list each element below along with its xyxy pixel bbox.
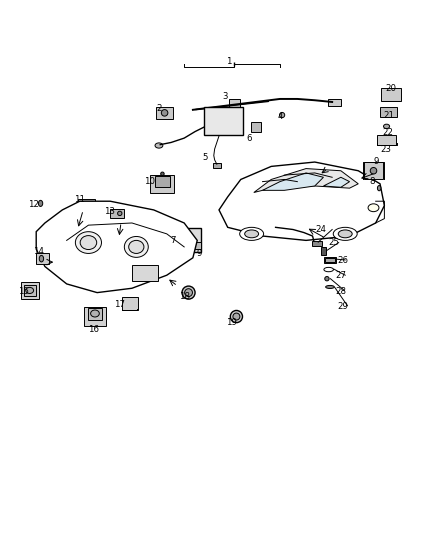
Ellipse shape — [170, 243, 177, 251]
Text: 19: 19 — [226, 318, 237, 327]
Bar — [155, 176, 170, 187]
Text: 26: 26 — [337, 256, 348, 265]
Ellipse shape — [325, 277, 329, 281]
Bar — [325, 258, 335, 262]
Ellipse shape — [338, 230, 352, 238]
Bar — [78, 199, 95, 209]
Ellipse shape — [240, 228, 264, 240]
Bar — [156, 107, 173, 119]
Text: 9: 9 — [373, 157, 378, 166]
Bar — [170, 234, 190, 251]
Ellipse shape — [378, 185, 381, 191]
Ellipse shape — [75, 232, 102, 254]
Text: 23: 23 — [380, 146, 391, 155]
Ellipse shape — [161, 172, 164, 175]
Bar — [377, 135, 396, 145]
Ellipse shape — [223, 116, 228, 120]
Text: 27: 27 — [336, 271, 346, 280]
Text: 25: 25 — [328, 238, 340, 247]
Bar — [312, 240, 322, 246]
Text: 21: 21 — [384, 110, 395, 119]
Bar — [132, 265, 158, 281]
Text: 18: 18 — [179, 292, 190, 301]
Bar — [324, 257, 336, 263]
Bar — [110, 208, 124, 218]
Text: 2: 2 — [156, 104, 161, 114]
Bar — [381, 107, 397, 117]
Bar — [229, 99, 240, 107]
Bar — [168, 229, 201, 252]
Text: 8: 8 — [369, 177, 374, 186]
Bar — [121, 297, 138, 310]
Polygon shape — [323, 177, 350, 187]
Text: 16: 16 — [88, 325, 99, 334]
Text: 17: 17 — [114, 300, 125, 309]
Text: 11: 11 — [74, 196, 85, 205]
Ellipse shape — [220, 113, 231, 124]
Ellipse shape — [80, 236, 97, 249]
Bar — [36, 253, 49, 264]
Ellipse shape — [155, 143, 163, 148]
Text: 4: 4 — [277, 112, 283, 122]
Text: 5: 5 — [202, 153, 208, 161]
Text: 1: 1 — [226, 57, 231, 66]
Ellipse shape — [384, 124, 390, 128]
Text: 20: 20 — [385, 84, 396, 93]
Ellipse shape — [39, 255, 44, 262]
Text: 7: 7 — [170, 236, 176, 245]
Ellipse shape — [124, 237, 148, 257]
Text: 29: 29 — [338, 302, 349, 311]
Ellipse shape — [182, 286, 195, 299]
Bar — [24, 285, 36, 296]
Ellipse shape — [279, 112, 285, 118]
Bar — [185, 243, 201, 249]
Text: 22: 22 — [382, 128, 393, 138]
Ellipse shape — [368, 204, 379, 212]
Ellipse shape — [370, 167, 377, 174]
Text: 24: 24 — [316, 225, 327, 235]
Bar — [364, 162, 383, 180]
Text: 6: 6 — [247, 134, 252, 143]
Text: 12: 12 — [28, 200, 39, 209]
Polygon shape — [219, 162, 385, 240]
Ellipse shape — [129, 240, 144, 254]
Text: 13: 13 — [104, 207, 115, 216]
Ellipse shape — [161, 110, 168, 116]
Text: 14: 14 — [33, 247, 44, 256]
Bar — [21, 282, 39, 298]
Ellipse shape — [26, 287, 34, 294]
Text: 9: 9 — [196, 249, 202, 258]
Bar — [321, 247, 326, 255]
Ellipse shape — [39, 200, 43, 206]
Ellipse shape — [233, 313, 240, 320]
Ellipse shape — [333, 228, 357, 240]
Bar — [84, 307, 106, 326]
Ellipse shape — [324, 268, 333, 272]
Text: 10: 10 — [144, 177, 155, 186]
Bar — [204, 107, 243, 135]
Text: 28: 28 — [336, 287, 346, 296]
Ellipse shape — [325, 286, 334, 288]
Polygon shape — [254, 168, 358, 192]
Ellipse shape — [90, 201, 95, 207]
Ellipse shape — [117, 211, 122, 215]
Polygon shape — [262, 173, 323, 190]
Text: 3: 3 — [223, 92, 228, 101]
Ellipse shape — [230, 310, 243, 322]
Text: 15: 15 — [18, 287, 29, 296]
Ellipse shape — [181, 246, 187, 252]
Bar — [150, 175, 174, 192]
Ellipse shape — [185, 289, 192, 296]
Ellipse shape — [245, 230, 258, 238]
Bar — [328, 99, 341, 107]
Bar — [213, 163, 221, 168]
Ellipse shape — [217, 110, 234, 127]
Bar — [88, 308, 102, 320]
Ellipse shape — [91, 310, 99, 317]
Polygon shape — [36, 201, 197, 293]
Bar — [251, 123, 261, 132]
Bar — [381, 88, 401, 101]
